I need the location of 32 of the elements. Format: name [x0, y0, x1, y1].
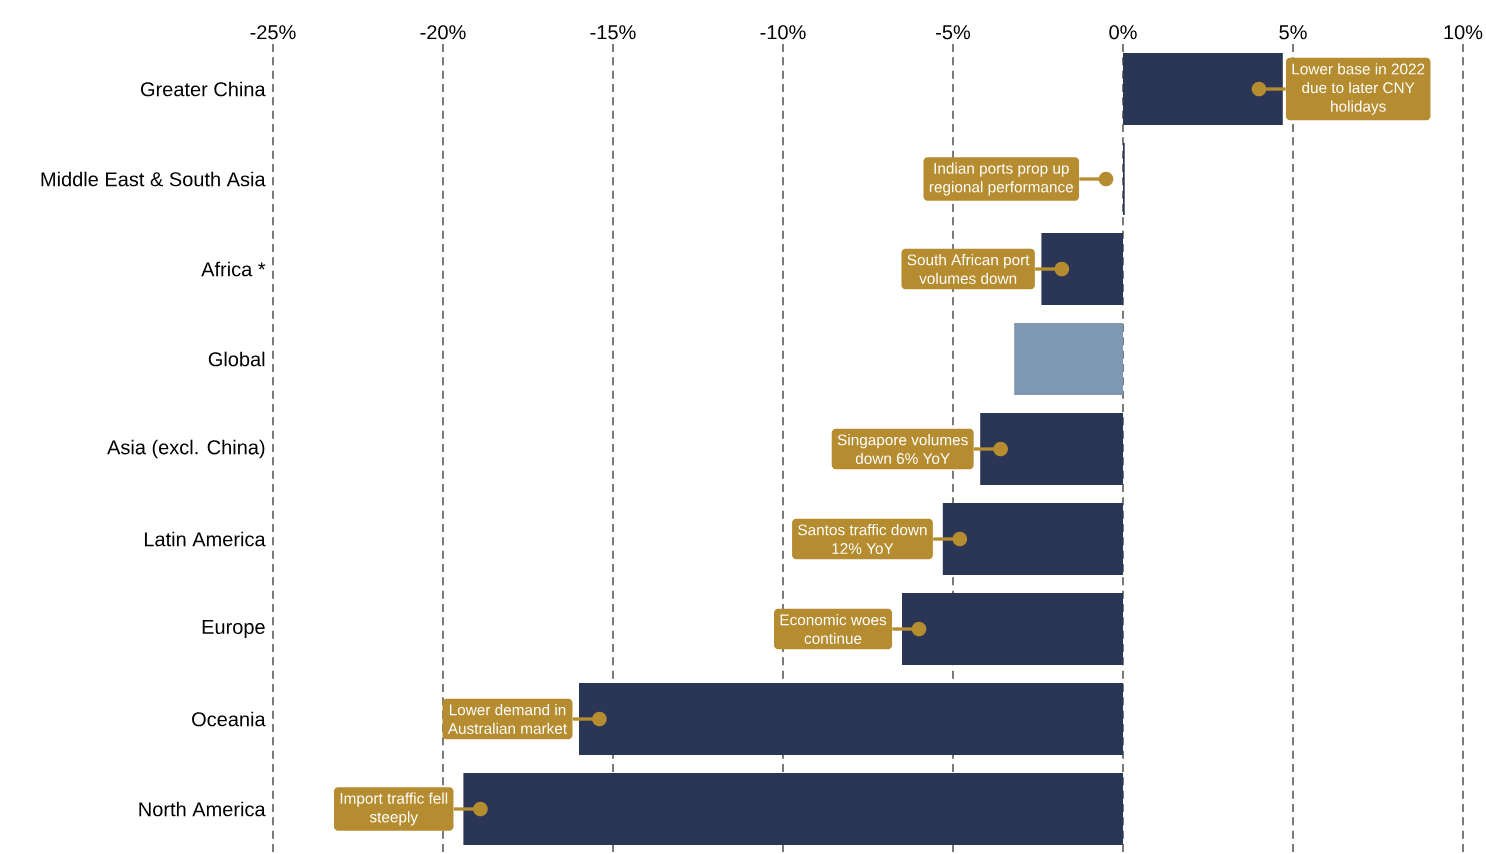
y-tick-label: Asia (excl. China)	[107, 439, 265, 459]
x-tick-label: -20%	[420, 25, 466, 40]
annotation: Import traffic fell steeply	[340, 792, 448, 826]
bar	[1014, 323, 1123, 396]
y-tick-label: Middle East & South Asia	[41, 171, 266, 187]
x-tick-label: 10%	[1444, 25, 1483, 40]
x-tick-label: -10%	[760, 25, 806, 40]
x-tick-label: -15%	[590, 25, 636, 40]
bar	[463, 773, 1123, 846]
y-tick-label: Global	[208, 351, 265, 367]
x-tick-label: -25%	[250, 25, 296, 40]
y-tick-label: Oceania	[192, 711, 266, 727]
y-tick-label: Latin America	[144, 531, 266, 547]
y-tick-label: Europe	[202, 620, 265, 638]
annotation: Singapore volumes down 6% YoY	[837, 434, 968, 464]
bar	[902, 593, 1123, 666]
annotation: Lower demand in Australian market	[447, 704, 567, 734]
annotation: Economic woes continue	[780, 614, 887, 644]
bar	[942, 503, 1123, 576]
annotation: Indian ports prop up regional performance	[929, 162, 1074, 196]
annotation: South African port volumes down	[907, 254, 1030, 284]
bar	[980, 413, 1123, 486]
y-tick-label: North America	[139, 801, 266, 817]
x-tick-label: -5%	[936, 25, 971, 40]
bar	[1041, 233, 1123, 306]
x-tick-label: 5%	[1279, 25, 1307, 40]
annotation: Lower base in 2022 due to later CNY holidays	[1292, 63, 1425, 115]
annotation: Santos traffic down 12% YoY	[798, 524, 927, 554]
y-tick-label: Africa *	[201, 261, 266, 277]
bar	[579, 683, 1123, 756]
x-tick-label: 0%	[1109, 25, 1137, 40]
y-tick-label: Greater China	[141, 81, 266, 97]
